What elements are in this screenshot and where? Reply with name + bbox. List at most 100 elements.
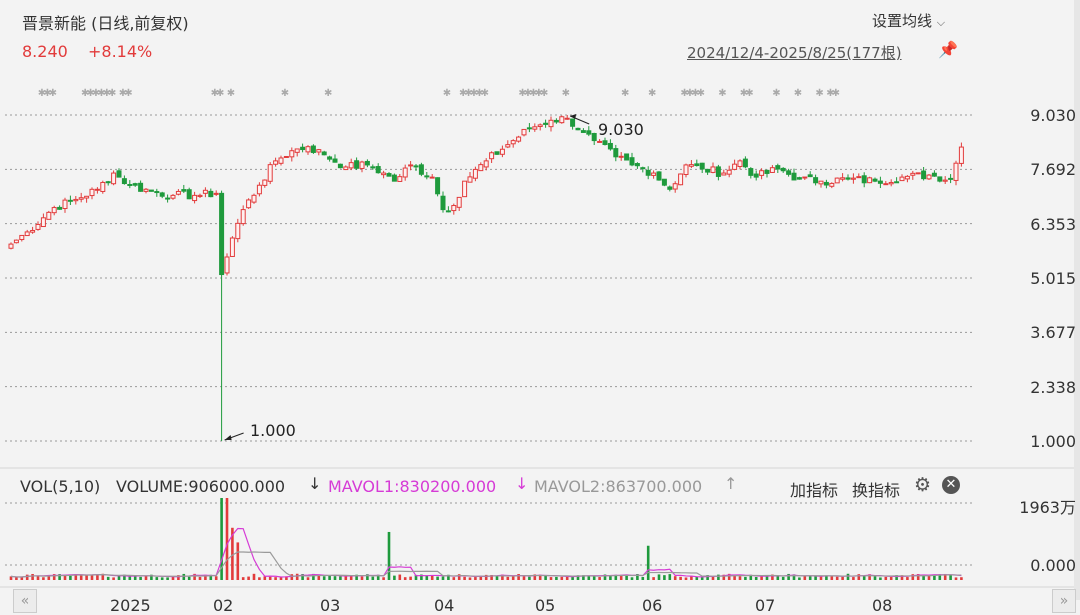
candle-body (791, 172, 797, 181)
event-marker-icon: ✱ (745, 88, 753, 99)
volume-bar (139, 576, 142, 580)
volume-bar (663, 575, 666, 580)
candle-body (683, 164, 689, 176)
candle-body (823, 181, 829, 186)
volume-bar (209, 574, 213, 580)
candle-body (30, 229, 36, 233)
candle-body (564, 117, 570, 120)
candle-body (13, 239, 19, 244)
volume-bar (603, 574, 607, 580)
candle-body (915, 172, 921, 175)
candle-body (845, 177, 851, 180)
candle-body (921, 170, 927, 180)
candle-body (661, 178, 667, 186)
candle-body (62, 199, 68, 210)
candle-body (40, 217, 46, 228)
x-tick-label: 08 (872, 596, 893, 615)
volume-bar (79, 574, 83, 580)
mavol1-line (10, 527, 962, 578)
volume-bar (835, 576, 839, 580)
candle-body (629, 157, 635, 166)
swap-indicator-button[interactable]: 换指标 (852, 481, 901, 500)
volume-bar (555, 576, 558, 580)
x-tick-label: 02 (213, 596, 234, 615)
date-range-link[interactable]: 2024/12/4-2025/8/25(177根) (687, 44, 902, 62)
volume-bar (636, 574, 639, 580)
candle-body (343, 166, 349, 171)
volume-bar (717, 574, 720, 580)
volume-bar (868, 574, 871, 580)
ma-settings-button[interactable]: 设置均线 ⌵ (872, 10, 945, 31)
x-tick-label: 05 (535, 596, 556, 615)
candle-body (688, 164, 694, 167)
volume-bar (452, 577, 456, 580)
event-marker-icon: ✱ (324, 88, 332, 99)
candle-body (710, 166, 716, 173)
volume-bar (744, 576, 747, 580)
close-icon[interactable]: ✕ (942, 476, 960, 494)
low-annotation: 1.000 (250, 421, 296, 440)
gear-icon[interactable]: ⚙ (914, 474, 932, 496)
volume-bar (447, 574, 450, 580)
volume-bar (436, 576, 439, 580)
volume-bar (349, 575, 353, 580)
volume-bar (106, 576, 110, 580)
candle-body (672, 183, 678, 190)
volume-bar (403, 577, 407, 580)
volume-bar (798, 577, 801, 580)
volume-bar (468, 577, 472, 580)
candle-body (759, 170, 765, 176)
candle-body (786, 170, 792, 175)
candle-body (942, 179, 948, 182)
pin-icon[interactable]: 📌 (938, 40, 958, 59)
candle-body (370, 166, 376, 169)
volume-bar (457, 574, 461, 580)
volume-bar (74, 574, 78, 580)
candle-body (748, 168, 754, 176)
candle-body (775, 165, 781, 170)
candle-body (165, 197, 171, 200)
add-indicator-button[interactable]: 加指标 (790, 481, 839, 500)
candle-body (462, 180, 468, 198)
candle-body (742, 158, 748, 168)
volume-bar (862, 576, 866, 580)
volume-bar (841, 576, 844, 580)
scroll-right-button[interactable]: » (1052, 589, 1076, 613)
volume-bar (943, 573, 947, 580)
candle-body (888, 181, 894, 185)
volume-bar (727, 573, 731, 580)
candle-body (294, 148, 300, 153)
volume-bar (333, 576, 337, 580)
volume-bar (771, 574, 774, 580)
candle-body (235, 222, 241, 240)
volume-bar (177, 575, 180, 580)
candle-body (197, 194, 203, 197)
candle-body (732, 163, 738, 170)
volume-bar (198, 576, 202, 580)
volume-bar (781, 576, 785, 580)
event-marker-icon: ✱ (124, 88, 132, 99)
candle-body (100, 181, 106, 192)
vol-y-tick-label: 0.000 (1030, 556, 1076, 575)
volume-bar (495, 576, 499, 580)
candle-body (138, 182, 144, 192)
candle-body (877, 180, 883, 184)
event-marker-icon: ✱ (103, 88, 111, 99)
candle-body (251, 194, 257, 203)
candle-body (229, 237, 235, 257)
candle-body (543, 122, 549, 125)
candle-body (937, 176, 943, 182)
candle-body (478, 164, 484, 172)
candle-body (354, 160, 360, 169)
y-tick-label: 1.000 (1030, 432, 1076, 451)
candle-body (46, 211, 52, 220)
volume-bar (441, 576, 445, 580)
volume-bar (792, 574, 796, 580)
scroll-left-button[interactable]: « (13, 589, 37, 613)
volume-bar (285, 576, 288, 580)
event-marker-icon: ✱ (740, 88, 748, 99)
volume-bar (900, 575, 904, 580)
candle-body (321, 151, 327, 156)
candle-body (381, 172, 387, 176)
